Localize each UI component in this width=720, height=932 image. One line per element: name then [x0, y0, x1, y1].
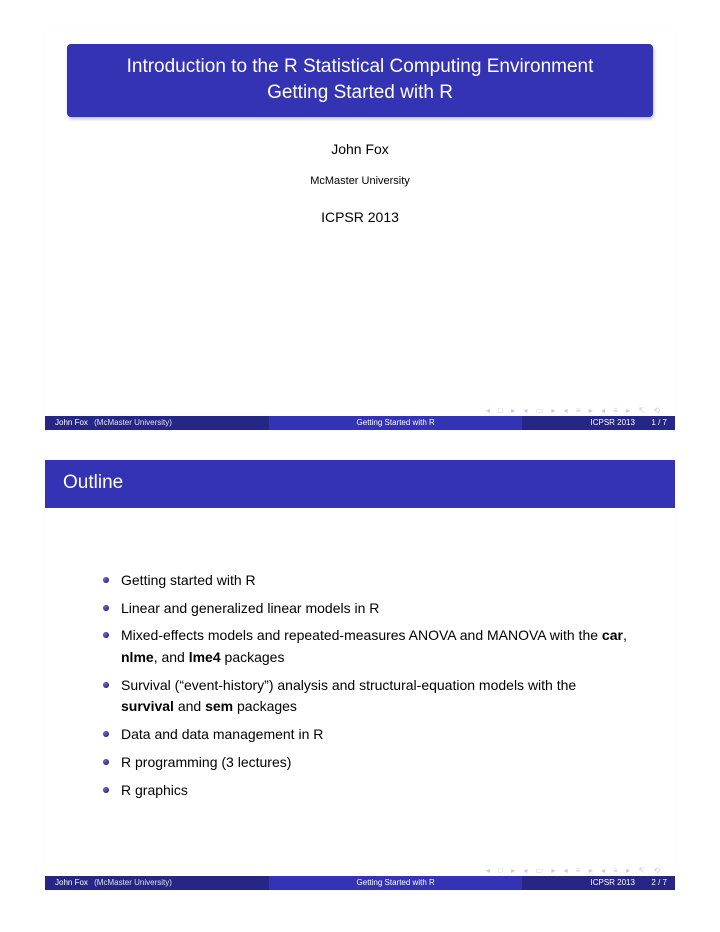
slide-body: Getting started with R Linear and genera…: [45, 508, 675, 801]
foot-right: ICPSR 2013 1 / 7: [522, 416, 675, 430]
page: Introduction to the R Statistical Comput…: [0, 30, 720, 890]
list-text: ,: [623, 627, 627, 643]
affiliation: McMaster University: [45, 175, 675, 187]
foot-affil: (McMaster University): [94, 878, 172, 887]
list-text: packages: [221, 649, 285, 665]
pkg-sem: sem: [205, 698, 233, 714]
pkg-lme4: lme4: [189, 649, 221, 665]
list-text: Linear and generalized linear models in …: [121, 600, 379, 616]
title-line-2: Getting Started with R: [79, 80, 641, 106]
slide-2: Outline Getting started with R Linear an…: [45, 460, 675, 890]
list-text: Survival (“event-history”) analysis and …: [121, 677, 576, 693]
foot-title: Getting Started with R: [269, 416, 522, 430]
foot-page: 2 / 7: [651, 878, 667, 887]
title-line-1: Introduction to the R Statistical Comput…: [79, 54, 641, 80]
footline: John Fox (McMaster University) Getting S…: [45, 876, 675, 890]
list-item: Data and data management in R: [103, 724, 633, 746]
date: ICPSR 2013: [45, 209, 675, 225]
foot-title: Getting Started with R: [269, 876, 522, 890]
foot-date: ICPSR 2013: [590, 418, 634, 427]
list-item: R graphics: [103, 780, 633, 802]
slide-1: Introduction to the R Statistical Comput…: [45, 30, 675, 430]
foot-left: John Fox (McMaster University): [45, 416, 269, 430]
frame-title: Outline: [45, 460, 675, 508]
list-text: Getting started with R: [121, 572, 256, 588]
pkg-nlme: nlme: [121, 649, 154, 665]
foot-right: ICPSR 2013 2 / 7: [522, 876, 675, 890]
title-block: Introduction to the R Statistical Comput…: [67, 44, 653, 117]
nav-symbols[interactable]: ◂ □ ▸ ◂ ▭ ▸ ◂ ≡ ▸ ◂ ≡ ▸ ↸ ⟲: [486, 866, 663, 875]
foot-page: 1 / 7: [651, 418, 667, 427]
list-item: Linear and generalized linear models in …: [103, 598, 633, 620]
list-text: packages: [233, 698, 297, 714]
list-item: R programming (3 lectures): [103, 752, 633, 774]
outline-list: Getting started with R Linear and genera…: [103, 570, 633, 801]
list-text: R programming (3 lectures): [121, 754, 291, 770]
list-text: , and: [154, 649, 189, 665]
list-item: Survival (“event-history”) analysis and …: [103, 675, 633, 718]
list-text: Data and data management in R: [121, 726, 323, 742]
foot-left: John Fox (McMaster University): [45, 876, 269, 890]
list-text: R graphics: [121, 782, 188, 798]
list-text: Mixed-effects models and repeated-measur…: [121, 627, 602, 643]
author: John Fox: [45, 141, 675, 157]
foot-date: ICPSR 2013: [590, 878, 634, 887]
foot-author: John Fox: [55, 878, 88, 887]
foot-affil: (McMaster University): [94, 418, 172, 427]
title-metadata: John Fox McMaster University ICPSR 2013: [45, 141, 675, 225]
nav-symbols[interactable]: ◂ □ ▸ ◂ ▭ ▸ ◂ ≡ ▸ ◂ ≡ ▸ ↸ ⟲: [486, 406, 663, 415]
list-item: Getting started with R: [103, 570, 633, 592]
foot-author: John Fox: [55, 418, 88, 427]
list-item: Mixed-effects models and repeated-measur…: [103, 625, 633, 668]
pkg-survival: survival: [121, 698, 174, 714]
pkg-car: car: [602, 627, 623, 643]
list-text: and: [174, 698, 205, 714]
footline: John Fox (McMaster University) Getting S…: [45, 416, 675, 430]
